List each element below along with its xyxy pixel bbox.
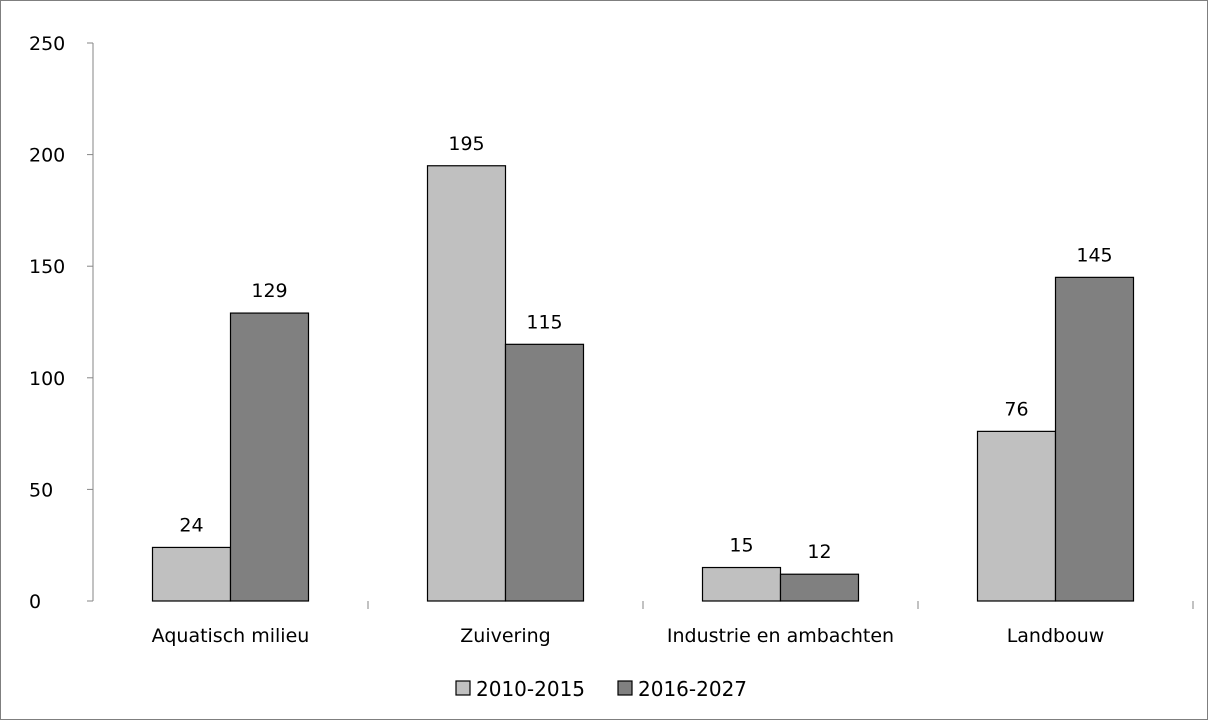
axes [87,42,1194,609]
data-label: 195 [448,133,484,155]
bars [151,165,1135,602]
bar-2016-2027-aquatisch-milieu [229,312,310,602]
y-tick-label: 0 [29,591,41,613]
data-label: 115 [526,311,562,333]
data-label: 24 [179,514,203,536]
legend: 2010-2015 2016-2027 [455,677,747,701]
x-category-label: Industrie en ambachten [667,625,894,647]
data-label: 76 [1004,398,1028,420]
y-tick-label: 50 [29,479,53,501]
bar-2010-2015-aquatisch-milieu [151,546,232,602]
y-tick-label: 150 [29,256,65,278]
data-label: 12 [807,541,831,563]
x-category-label: Landbouw [1007,625,1105,647]
legend-swatch-2010-2015 [455,680,471,696]
bar-2010-2015-zuivering [426,165,507,602]
bar-2016-2027-zuivering [504,343,585,602]
y-tick-label: 250 [29,33,65,55]
bar-2010-2015-industrie-en-ambachten [701,566,782,602]
y-tick-label: 100 [29,368,65,390]
data-label: 145 [1076,244,1112,266]
data-label: 129 [251,280,287,302]
x-category-label: Zuivering [460,625,550,647]
data-label: 15 [729,535,753,557]
bar-2016-2027-landbouw [1054,276,1135,602]
x-category-label: Aquatisch milieu [152,625,310,647]
legend-swatch-2016-2027 [617,680,633,696]
y-tick-label: 200 [29,145,65,167]
legend-label: 2016-2027 [638,677,747,701]
legend-label: 2010-2015 [476,677,585,701]
labels: 0 50 100 150 200 250 24 129 Aquatisch milieu 195 1… [29,33,1113,647]
bar-2010-2015-landbouw [976,430,1057,602]
bar-2016-2027-industrie-en-ambachten [779,573,860,602]
